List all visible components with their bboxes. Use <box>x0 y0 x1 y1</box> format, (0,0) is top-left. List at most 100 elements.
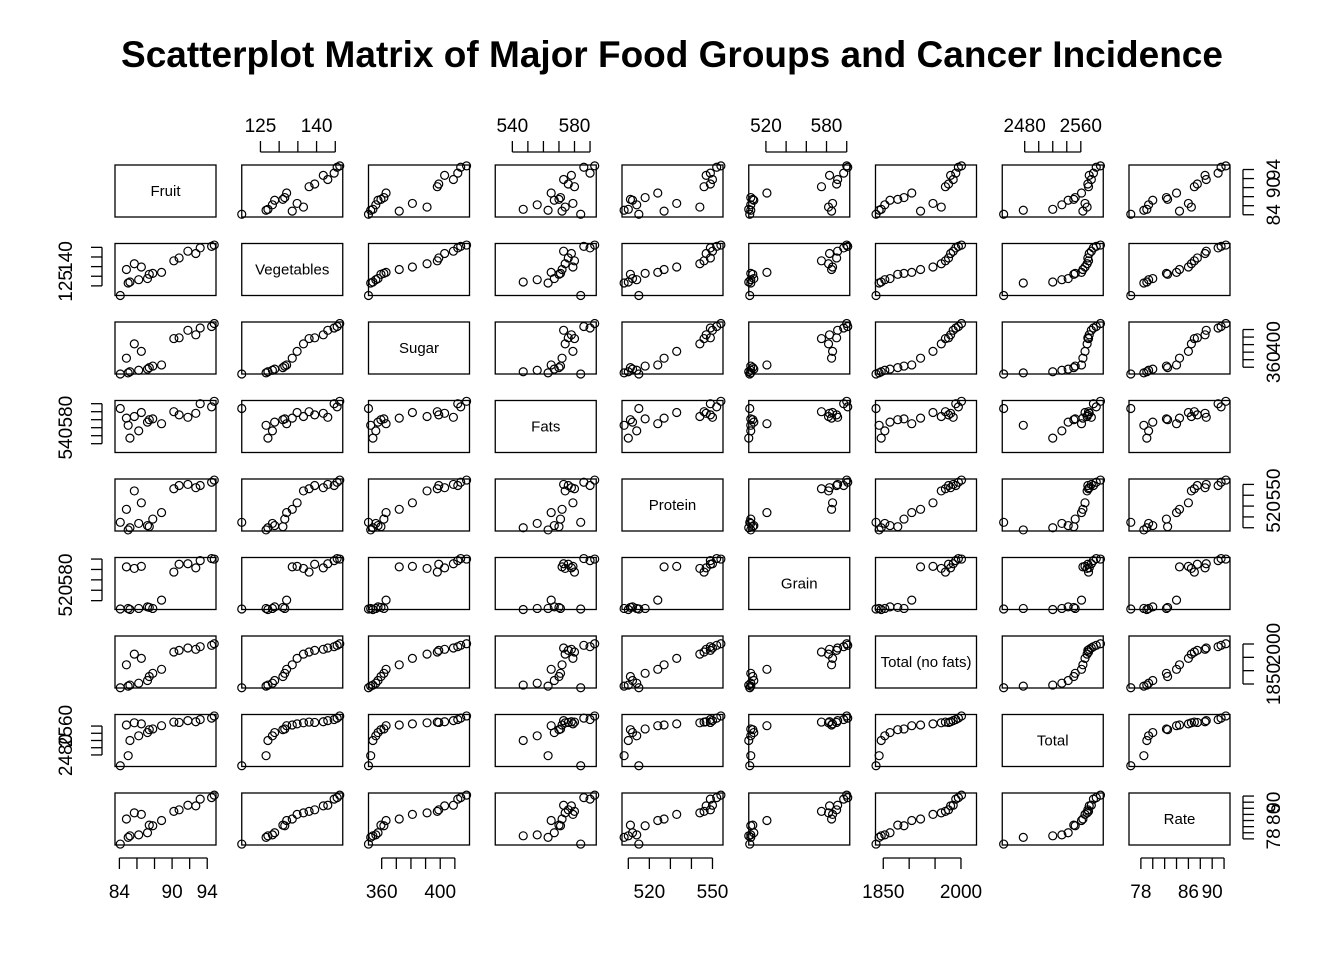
data-point <box>310 410 320 420</box>
data-point <box>701 563 711 573</box>
panel-frame <box>621 713 724 768</box>
data-point <box>422 411 432 422</box>
data-point <box>335 396 345 406</box>
data-point <box>948 412 958 422</box>
data-point <box>148 821 158 831</box>
data-point <box>576 604 586 614</box>
data-point <box>634 209 644 219</box>
data-point <box>156 721 167 731</box>
panel-frame <box>494 556 597 611</box>
data-point <box>125 277 135 287</box>
data-point <box>440 408 450 418</box>
tick-label: 540 <box>496 116 528 137</box>
data-point <box>943 253 954 263</box>
data-point <box>569 717 580 727</box>
data-point <box>461 240 472 250</box>
data-point <box>1161 724 1172 734</box>
panel-frame <box>241 164 344 218</box>
data-point <box>746 832 756 842</box>
data-point <box>907 188 917 198</box>
data-point <box>335 554 345 564</box>
data-point <box>237 839 247 849</box>
data-point <box>928 561 938 571</box>
data-point <box>123 368 133 378</box>
data-point <box>123 751 133 761</box>
data-point <box>453 168 463 178</box>
data-point <box>115 290 125 301</box>
data-point <box>183 325 193 335</box>
data-point <box>590 240 600 250</box>
data-point <box>183 246 193 256</box>
data-point <box>270 727 280 738</box>
data-point <box>1095 240 1106 250</box>
data-point <box>1161 192 1172 203</box>
data-point <box>366 525 376 535</box>
data-point <box>827 719 838 729</box>
tick-label: 520 <box>750 116 782 137</box>
panel-frame <box>1128 321 1231 375</box>
data-point <box>329 168 339 178</box>
data-point <box>434 480 444 491</box>
data-point <box>532 830 542 840</box>
data-point <box>579 553 589 564</box>
data-point <box>434 410 444 420</box>
data-point <box>1084 330 1094 340</box>
data-point <box>816 806 827 816</box>
data-point <box>292 809 302 820</box>
data-point <box>304 567 314 577</box>
data-point <box>422 563 432 574</box>
data-point <box>287 353 297 363</box>
data-point <box>144 820 154 830</box>
data-point <box>1201 479 1211 490</box>
panel-frame <box>114 399 217 454</box>
data-point <box>394 720 404 730</box>
data-point <box>1174 660 1185 670</box>
data-point <box>653 595 663 605</box>
data-point <box>623 433 633 443</box>
panel-frame <box>621 399 724 454</box>
data-point <box>440 644 450 654</box>
data-point <box>1201 559 1211 569</box>
data-point <box>634 839 644 849</box>
data-point <box>174 253 184 263</box>
data-point <box>310 179 320 189</box>
data-point <box>1163 602 1173 613</box>
data-point <box>1216 321 1226 332</box>
data-point <box>953 553 963 564</box>
panel-frame <box>621 635 724 689</box>
data-point <box>1144 365 1154 375</box>
data-point <box>546 188 556 198</box>
tick-label: 2560 <box>1060 116 1102 137</box>
data-point <box>749 195 759 205</box>
data-point <box>134 731 144 741</box>
data-point <box>1057 200 1067 210</box>
data-point <box>590 790 600 800</box>
data-point <box>893 194 903 204</box>
data-point <box>373 828 383 838</box>
data-point <box>363 403 374 414</box>
data-point <box>1070 668 1080 678</box>
data-point <box>310 717 320 728</box>
panel-frame <box>367 792 471 846</box>
data-point <box>381 664 391 674</box>
data-point <box>518 204 528 214</box>
data-point <box>560 202 570 212</box>
data-point <box>885 273 895 284</box>
data-point <box>121 814 132 824</box>
data-point <box>1070 603 1080 614</box>
data-point <box>1018 205 1028 215</box>
data-point <box>880 426 890 436</box>
data-point <box>371 830 381 840</box>
data-point <box>136 346 146 356</box>
data-point <box>745 290 755 301</box>
data-point <box>823 339 834 349</box>
data-point <box>323 643 333 653</box>
data-point <box>440 170 450 180</box>
data-point <box>237 517 247 527</box>
data-point <box>746 751 756 761</box>
data-point <box>407 498 418 508</box>
tick-label: 94 <box>197 882 219 903</box>
data-point <box>557 353 567 363</box>
data-point <box>672 346 682 356</box>
data-point <box>1095 639 1106 649</box>
